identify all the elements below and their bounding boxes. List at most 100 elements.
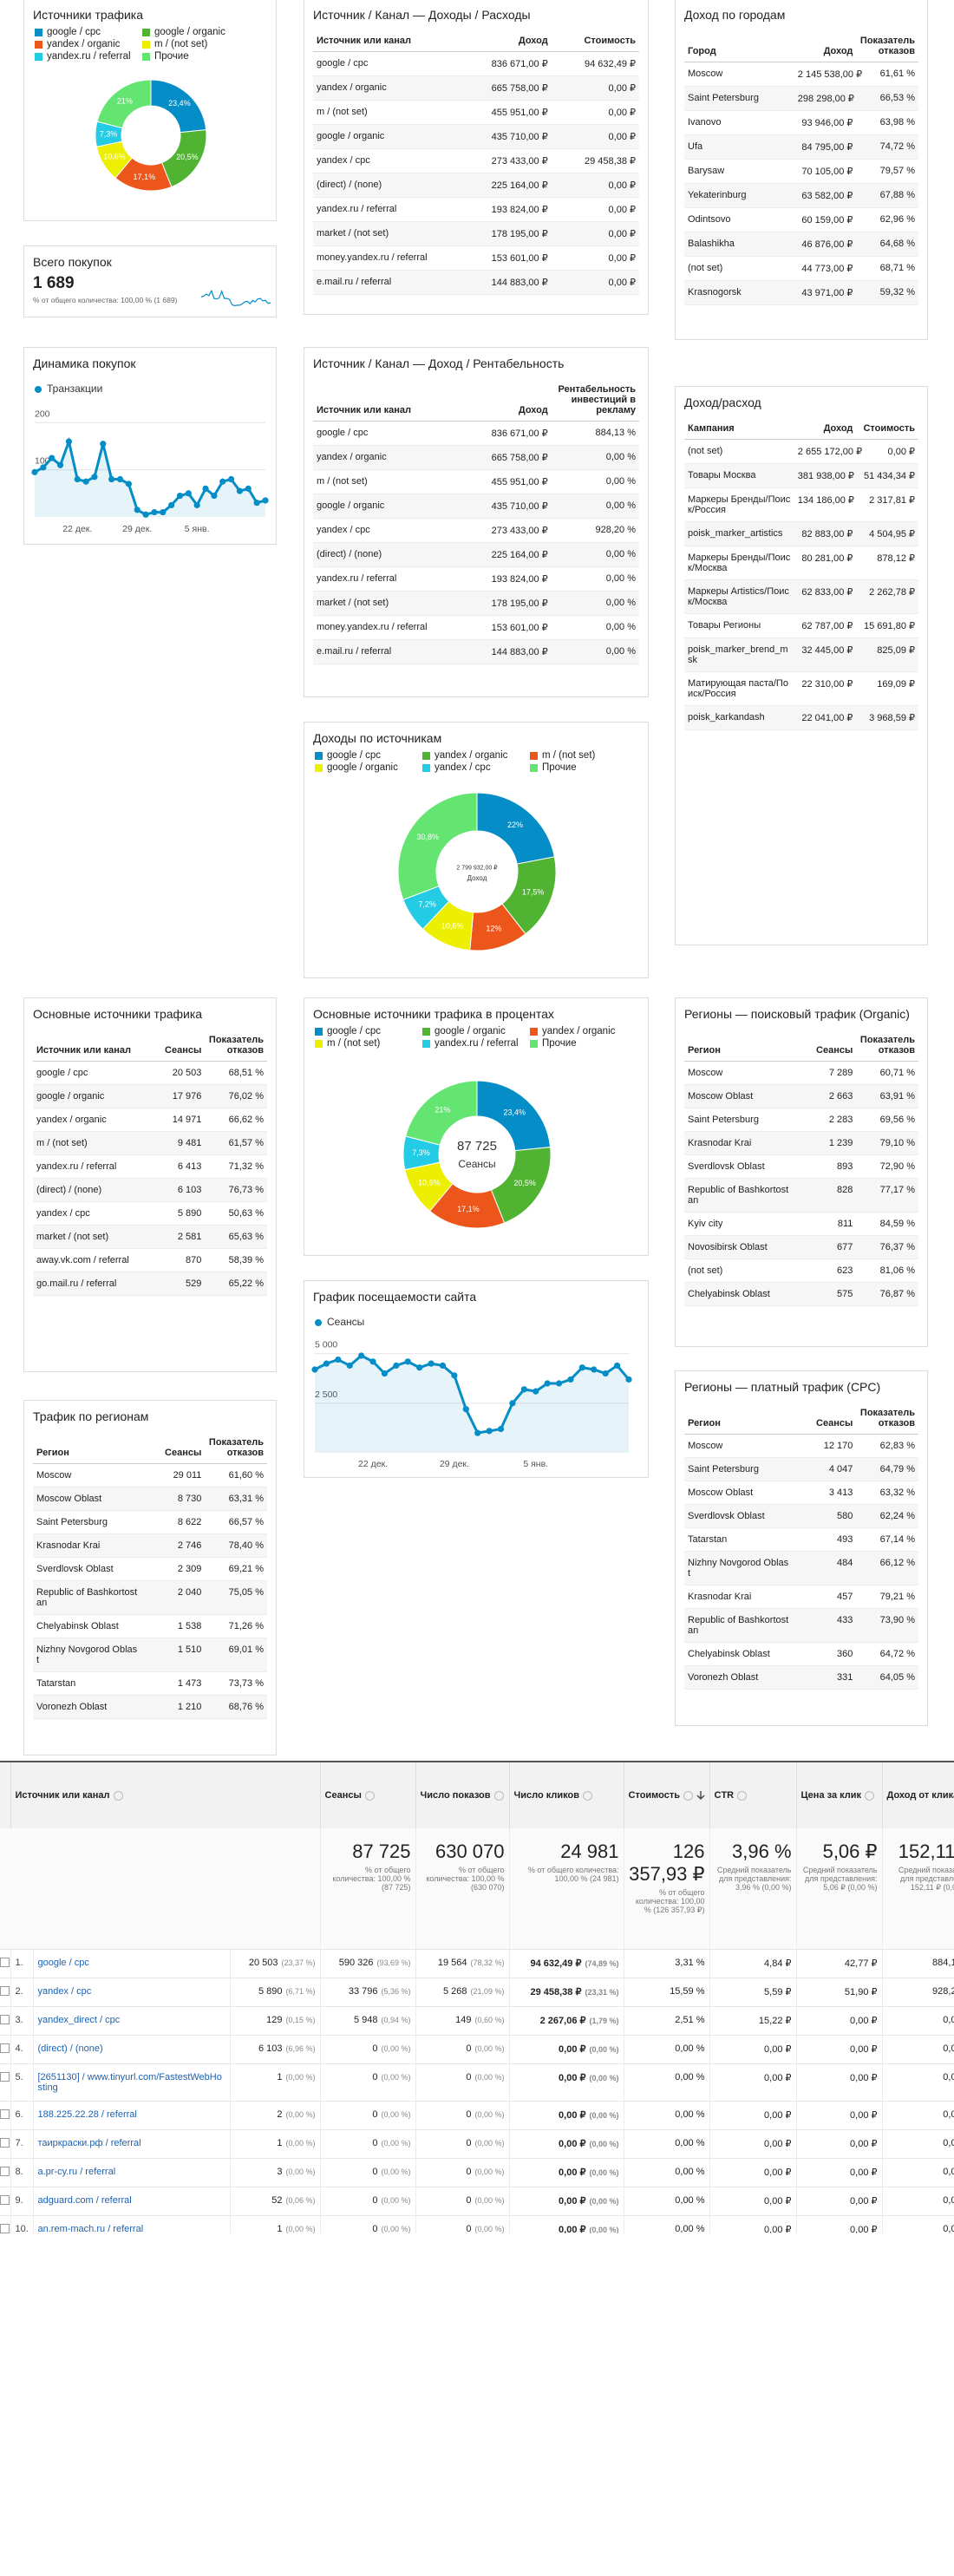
header-row: Регион Сеансы Показатель отказов bbox=[684, 1402, 918, 1435]
value-cell: 433 bbox=[794, 1608, 857, 1643]
source-link[interactable]: (direct) / (none) bbox=[37, 2043, 103, 2054]
source-link[interactable]: [2651130] / www.tinyurl.com/FastestWebHo… bbox=[37, 2072, 222, 2093]
source-link[interactable]: 188.225.22.28 / referral bbox=[37, 2109, 137, 2120]
value-cell: 3 413 bbox=[794, 1481, 857, 1505]
legend-item: m / (not set) bbox=[142, 39, 250, 49]
value-cell: 878,12 ₽ bbox=[856, 546, 918, 580]
value-cell: 273 433,00 ₽ bbox=[463, 148, 552, 173]
legend-swatch bbox=[422, 1027, 430, 1036]
metric-value: 1 689 bbox=[33, 274, 75, 292]
slice-label: 10,6% bbox=[441, 921, 464, 930]
value-cell: 3,31 % bbox=[624, 1949, 710, 1978]
table-row: Матирующая паста/Поиск/Россия 22 310,00 ₽… bbox=[684, 671, 918, 706]
value-cell: 17 976 bbox=[142, 1084, 206, 1108]
cell-value: 94 632,49 ₽ bbox=[530, 1958, 582, 1969]
value-cell: 0,00 ₽ (0,00 %) bbox=[509, 2158, 624, 2187]
value-cell: 2,51 % bbox=[624, 2006, 710, 2036]
source-cell: yandex / cpc bbox=[33, 1978, 231, 2007]
checkbox-cell bbox=[0, 2129, 11, 2159]
label-cell: Barysaw bbox=[684, 159, 794, 184]
value-cell: 590 326 (93,69 %) bbox=[320, 1949, 416, 1978]
cell-value: 0,00 ₽ bbox=[559, 2110, 586, 2121]
totals-row: 87 725 % от общего количества: 100,00 % (… bbox=[0, 1828, 954, 1950]
value-cell: 0,00 % bbox=[551, 615, 639, 640]
data-table: Регион Сеансы Показатель отказов Moscow 29 0… bbox=[33, 1432, 267, 1719]
value-cell: 0,00 ₽ bbox=[551, 245, 639, 271]
legend-swatch bbox=[35, 40, 42, 49]
value-cell: 0,00 ₽ bbox=[709, 2101, 797, 2130]
label-cell: Chelyabinsk Oblast bbox=[684, 1282, 794, 1306]
label-cell: Sverdlovsk Oblast bbox=[684, 1154, 794, 1179]
legend-label: yandex / organic bbox=[435, 750, 508, 761]
checkbox bbox=[0, 2195, 10, 2205]
value-cell: 484 bbox=[794, 1551, 857, 1585]
value-cell: 1 239 bbox=[794, 1131, 857, 1155]
legend-item: google / cpc bbox=[35, 27, 142, 37]
source-link[interactable]: yandex / cpc bbox=[37, 1986, 92, 1997]
value-cell: 0,00 ₽ bbox=[709, 2035, 797, 2064]
source-link[interactable]: a.pr-cy.ru / referral bbox=[37, 2167, 116, 2177]
help-icon bbox=[493, 1790, 504, 1801]
total-value: 630 070 bbox=[435, 1840, 505, 1862]
header-row: Регион Сеансы Показатель отказов bbox=[684, 1030, 918, 1062]
cell-value: 0,00 ₽ bbox=[559, 2139, 586, 2149]
total-note: Средний показатель для представления: 15… bbox=[898, 1866, 954, 1892]
point bbox=[91, 474, 98, 481]
value-cell: 0,00 ₽ bbox=[709, 2187, 797, 2216]
label-cell: Moscow Oblast bbox=[33, 1487, 143, 1511]
widget: Доход/расход Кампания Доход Стоимость (not s… bbox=[675, 386, 928, 945]
column-header: Регион bbox=[684, 1030, 794, 1062]
row-number: 1. bbox=[10, 1949, 34, 1978]
value-cell: 42,77 ₽ bbox=[796, 1949, 883, 1978]
value-cell: 69,56 % bbox=[856, 1108, 918, 1132]
value-cell: 2 145 538,00 ₽ bbox=[794, 62, 862, 87]
table-row: (not set) 623 81,06 % bbox=[684, 1259, 918, 1283]
label-cell: poisk_karkandash bbox=[684, 705, 794, 730]
value-cell: 79,21 % bbox=[856, 1585, 918, 1609]
widget: График посещаемости сайта Сеансы 2 500 5 00… bbox=[304, 1280, 649, 1478]
value-cell: 80 281,00 ₽ bbox=[794, 546, 857, 580]
total-value: 152,11 ₽ bbox=[898, 1840, 954, 1862]
source-link[interactable]: таиркраски.рф / referral bbox=[37, 2138, 141, 2148]
checkbox bbox=[0, 2109, 10, 2119]
value-cell: 70 105,00 ₽ bbox=[794, 159, 857, 184]
table-row: google / cpc 836 671,00 ₽884,13 % bbox=[313, 421, 639, 446]
value-cell: 580 bbox=[794, 1504, 857, 1528]
source-link[interactable]: adguard.com / referral bbox=[37, 2195, 132, 2206]
source-link[interactable]: an.rem-mach.ru / referral bbox=[37, 2224, 144, 2233]
cell-share: (0,00 %) bbox=[285, 2110, 316, 2119]
value-cell: 58,39 % bbox=[205, 1248, 267, 1272]
legend-label: Сеансы bbox=[327, 1316, 364, 1328]
legend-marker bbox=[35, 386, 42, 393]
source-link[interactable]: google / cpc bbox=[37, 1958, 89, 1968]
label-cell: money.yandex.ru / referral bbox=[313, 615, 464, 640]
source-link[interactable]: yandex_direct / cpc bbox=[37, 2015, 121, 2025]
cell-share: (0,94 %) bbox=[381, 2016, 411, 2024]
point bbox=[358, 1352, 365, 1359]
checkbox bbox=[0, 2043, 10, 2053]
value-cell: 360 bbox=[794, 1642, 857, 1666]
total-cell: 630 070 % от общего количества: 100,00 % … bbox=[415, 1828, 510, 1950]
label-cell: Товары Москва bbox=[684, 463, 794, 488]
value-cell: 29 458,38 ₽ (23,31 %) bbox=[509, 1978, 624, 2007]
value-cell: 273 433,00 ₽ bbox=[463, 518, 552, 543]
data-table: Источник или канал Доход Рентабельность ин… bbox=[313, 379, 639, 664]
column-header: Число кликов bbox=[509, 1761, 624, 1828]
help-icon bbox=[113, 1790, 123, 1801]
label-cell: Sverdlovsk Oblast bbox=[684, 1504, 794, 1528]
slice-label: 7,3% bbox=[100, 129, 118, 138]
table-row: (direct) / (none) 225 164,00 ₽0,00 ₽ bbox=[313, 173, 639, 198]
legend-item: yandex / organic bbox=[422, 750, 530, 761]
label-cell: e.mail.ru / referral bbox=[313, 639, 464, 664]
label-cell: google / organic bbox=[313, 124, 464, 149]
table-row: money.yandex.ru / referral 153 601,00 ₽0,… bbox=[313, 245, 639, 271]
value-cell: 63,98 % bbox=[856, 110, 918, 135]
column-header: Показатель отказов bbox=[856, 1030, 918, 1062]
point bbox=[416, 1364, 423, 1371]
value-cell: 2 317,81 ₽ bbox=[856, 487, 918, 522]
checkbox-cell bbox=[0, 2187, 11, 2216]
value-cell: 169,09 ₽ bbox=[856, 671, 918, 706]
value-cell: 0 (0,00 %) bbox=[415, 2215, 510, 2233]
legend-item: google / organic bbox=[315, 762, 422, 773]
legend-swatch bbox=[315, 1027, 323, 1036]
